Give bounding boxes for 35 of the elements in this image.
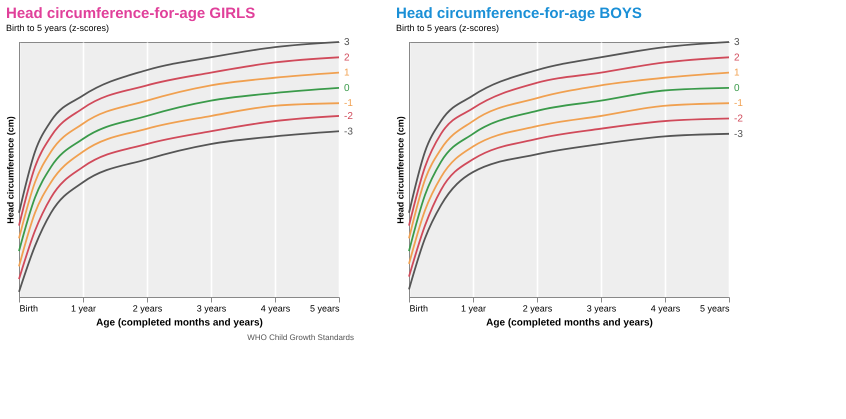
series-label: -2 bbox=[734, 114, 744, 124]
x-tick-label: 1 year bbox=[70, 304, 96, 314]
series-label: 2 bbox=[344, 52, 350, 64]
x-tick-label: 4 years bbox=[650, 304, 681, 314]
y-axis-title: Head circumference (cm) bbox=[6, 116, 16, 224]
series-label: 0 bbox=[344, 82, 350, 94]
x-tick-label: 3 years bbox=[196, 304, 227, 314]
series-label: -3 bbox=[734, 128, 744, 140]
series-label: 3 bbox=[344, 37, 350, 48]
x-tick-label: 1 year bbox=[460, 304, 486, 314]
series-label: -3 bbox=[344, 126, 354, 138]
x-tick-label: Birth bbox=[20, 304, 38, 314]
chart-title: Head circumference-for-age GIRLS bbox=[6, 5, 256, 22]
series-label: 3 bbox=[734, 37, 740, 48]
x-tick-label: 2 years bbox=[522, 304, 553, 314]
series-label: 1 bbox=[344, 68, 350, 79]
x-axis-title: Age (completed months and years) bbox=[96, 318, 263, 328]
chart-title: Head circumference-for-age BOYS bbox=[396, 5, 642, 22]
x-tick-label: 2 years bbox=[132, 304, 163, 314]
text: WHO Child Growth Standards bbox=[247, 333, 354, 342]
series-label: 2 bbox=[734, 52, 740, 64]
x-tick-label: Birth bbox=[410, 304, 428, 314]
series-label: 1 bbox=[734, 68, 740, 79]
chart-subtitle: Birth to 5 years (z-scores) bbox=[6, 23, 110, 33]
series-label: -2 bbox=[344, 110, 354, 122]
series-label: -1 bbox=[734, 98, 744, 110]
chart-subtitle: Birth to 5 years (z-scores) bbox=[396, 23, 500, 33]
y-axis-title: Head circumference (cm) bbox=[396, 116, 406, 224]
x-axis-title: Age (completed months and years) bbox=[486, 318, 653, 328]
series-label: 0 bbox=[734, 82, 740, 94]
x-tick-label: 3 years bbox=[586, 304, 617, 314]
x-tick-label: 5 years bbox=[310, 304, 340, 314]
x-tick-label: 4 years bbox=[260, 304, 291, 314]
series-label: -1 bbox=[344, 98, 354, 110]
x-tick-label: 5 years bbox=[700, 304, 730, 314]
